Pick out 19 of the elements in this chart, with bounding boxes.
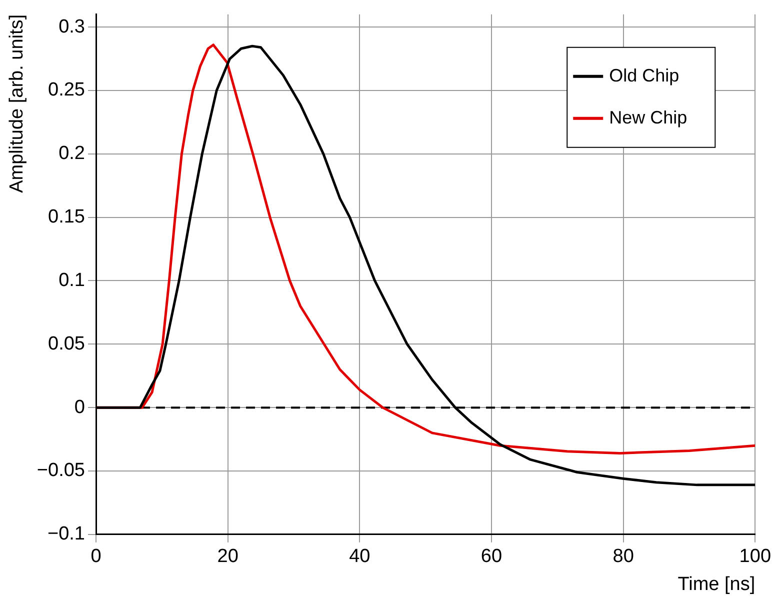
y-tick-label: 0.15 [48, 206, 85, 228]
x-tick-label: 0 [90, 546, 102, 568]
y-tick-label: −0.05 [36, 460, 85, 482]
x-tick-label: 80 [612, 546, 634, 568]
x-axis-title: Time [ns] [678, 574, 756, 595]
x-tick-label: 60 [480, 546, 502, 568]
x-tick-label: 100 [739, 546, 771, 568]
legend-label: New Chip [609, 107, 688, 128]
legend-label: Old Chip [609, 65, 680, 86]
y-tick-label: 0 [74, 396, 85, 418]
y-tick-label: −0.1 [47, 524, 85, 545]
x-tick-label: 40 [349, 546, 370, 568]
y-tick-label: 0.25 [48, 80, 85, 101]
y-tick-label: 0.2 [58, 143, 85, 164]
y-tick-label: 0.05 [48, 333, 85, 354]
y-tick-label: 0.1 [58, 270, 85, 291]
y-tick-label: 0.3 [58, 16, 85, 38]
x-tick-label: 20 [217, 546, 238, 568]
y-axis-title: Amplitude [arb. units] [6, 14, 28, 193]
